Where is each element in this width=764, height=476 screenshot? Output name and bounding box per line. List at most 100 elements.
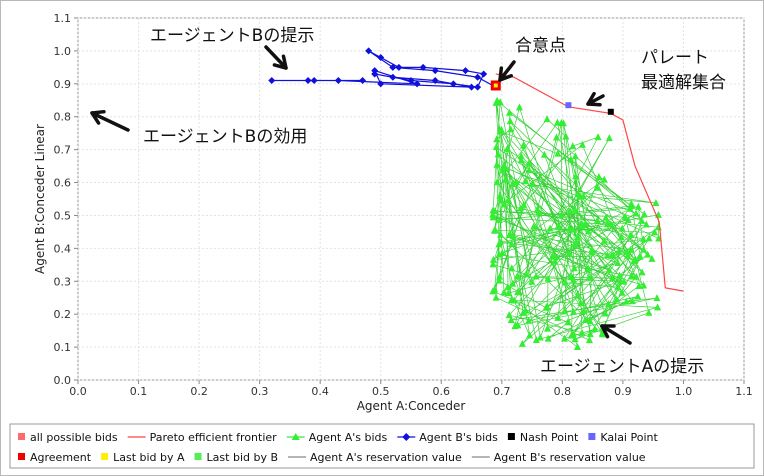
x-tick-label: 0.8: [554, 385, 572, 398]
agent-a-bid-marker: [542, 303, 550, 311]
agent-a-bid-marker: [572, 172, 580, 180]
legend-label: Agent A's bids: [309, 431, 388, 444]
agent-a-bid-marker: [492, 293, 500, 301]
agent-a-bid-marker: [585, 336, 593, 344]
agent-b-bid-marker: [413, 80, 421, 88]
agent-b-bid-marker: [268, 77, 276, 85]
agent-a-bid-marker: [617, 233, 625, 241]
agent-a-bid-marker: [631, 255, 639, 263]
arrow-agent-a-offers: [600, 324, 632, 345]
agent-b-bid-marker: [365, 47, 373, 55]
agent-a-bid-marker: [645, 234, 653, 242]
agent-a-bid-marker: [517, 152, 525, 160]
agent-a-bid-marker: [593, 216, 601, 224]
nash-point: [607, 108, 614, 115]
agent-a-bid-marker: [628, 272, 636, 280]
agent-a-bid-marker: [546, 224, 554, 232]
arrow-agent-b-utility: [90, 111, 130, 132]
agent-a-bid-marker: [496, 272, 504, 280]
legend-label: Pareto efficient frontier: [150, 431, 278, 444]
agent-a-bid-marker: [618, 224, 626, 232]
agent-b-bid-marker: [334, 77, 342, 85]
agent-b-bid-marker: [304, 77, 312, 85]
legend-label: Nash Point: [520, 431, 579, 444]
agent-a-bid-marker: [543, 115, 551, 123]
agent-a-bid-marker: [579, 192, 587, 200]
agent-b-bid-marker: [474, 73, 482, 81]
y-tick-label: 0.6: [54, 177, 72, 190]
agent-a-bid-marker: [496, 238, 504, 246]
agent-a-bid-marker: [600, 236, 608, 244]
x-tick-label: 1.1: [735, 385, 753, 398]
arrow-agreement-head: [498, 66, 513, 82]
agent-b-bid-marker: [468, 83, 476, 91]
agent-a-bid-marker: [551, 252, 559, 260]
legend-symbol: [507, 433, 515, 440]
agent-a-bid-marker: [621, 213, 629, 221]
agent-a-bid-marker: [554, 313, 562, 321]
agent-b-bid-marker: [377, 80, 385, 88]
agent-b-bid-marker: [449, 80, 457, 88]
agent-a-bid-marker: [622, 297, 630, 305]
agent-b-bid-marker: [461, 67, 469, 75]
agent-a-bid-marker: [605, 134, 613, 142]
agent-a-bid-marker: [599, 330, 607, 338]
annotation-agent-b-utility: エージェントBの効用: [143, 127, 307, 147]
x-tick-label: 0.7: [493, 385, 511, 398]
legend-label: Agent B's reservation value: [494, 451, 646, 464]
agent-a-bid-marker: [614, 283, 622, 291]
y-tick-label: 0.9: [54, 78, 72, 91]
x-tick-label: 0.5: [372, 385, 390, 398]
agent-a-bid-marker: [609, 251, 617, 259]
grid-lines: [77, 17, 745, 381]
agent-a-bid-marker: [593, 183, 601, 191]
agent-b-bid-marker: [431, 77, 439, 85]
agent-a-bid-marker: [492, 143, 500, 151]
agent-a-bid-marker: [605, 265, 613, 273]
agent-a-bid-marker: [601, 309, 609, 317]
y-tick-label: 0.8: [54, 111, 72, 124]
agent-a-bid-marker: [494, 150, 502, 158]
agent-a-bid-marker: [562, 132, 570, 140]
agent-a-bid-marker: [570, 307, 578, 315]
agent-a-bid-marker: [654, 303, 662, 311]
agent-b-bid-marker: [395, 63, 403, 71]
x-tick-label: 0.0: [69, 385, 87, 398]
agent-a-bid-marker: [642, 220, 650, 228]
agent-a-bid-marker: [543, 324, 551, 332]
agent-a-bid-marker: [493, 178, 501, 186]
agent-b-bid-marker: [419, 63, 427, 71]
agent-a-bid-marker: [532, 272, 540, 280]
agent-a-bid-marker: [652, 199, 660, 207]
agent-a-bid-marker: [608, 274, 616, 282]
agent-a-bid-marker: [564, 318, 572, 326]
legend-marker: [402, 433, 411, 441]
agent-a-bid-marker: [574, 232, 582, 240]
agent-a-bid-marker: [573, 291, 581, 299]
agent-a-bid-marker: [517, 156, 525, 164]
kalai-point: [565, 102, 572, 109]
x-tick-label: 0.4: [311, 385, 329, 398]
last-bid-a-point: [493, 83, 498, 88]
agent-a-bid-marker: [557, 211, 565, 219]
agent-a-bid-marker: [627, 231, 635, 239]
legend-label: Agreement: [30, 451, 92, 464]
arrow-agent-b-utility-head: [90, 109, 106, 125]
agent-a-bid-marker: [574, 190, 582, 198]
agent-a-bid-marker: [544, 334, 552, 342]
agent-a-bid-marker: [489, 206, 497, 214]
agent-a-bid-marker: [509, 279, 517, 287]
x-tick-label: 1.0: [675, 385, 693, 398]
agent-a-bid-marker: [595, 172, 603, 180]
annotation-agent-b-offers: エージェントBの提示: [150, 26, 314, 46]
agent-a-bid-marker: [578, 222, 586, 230]
agent-a-bid-marker: [565, 249, 573, 257]
y-tick-label: 0.1: [54, 341, 72, 354]
agent-a-bid-marker: [504, 196, 512, 204]
agent-a-bid-marker: [536, 333, 544, 341]
agent-a-bid-marker: [501, 162, 509, 170]
agent-a-bid-marker: [491, 226, 499, 234]
y-axis-ticks: 0.0 0.1 0.2 0.3 0.4 0.5 0.6 0.7 0.8 0.9 1.0 1.1: [54, 12, 78, 387]
agent-a-bid-marker: [505, 108, 513, 116]
